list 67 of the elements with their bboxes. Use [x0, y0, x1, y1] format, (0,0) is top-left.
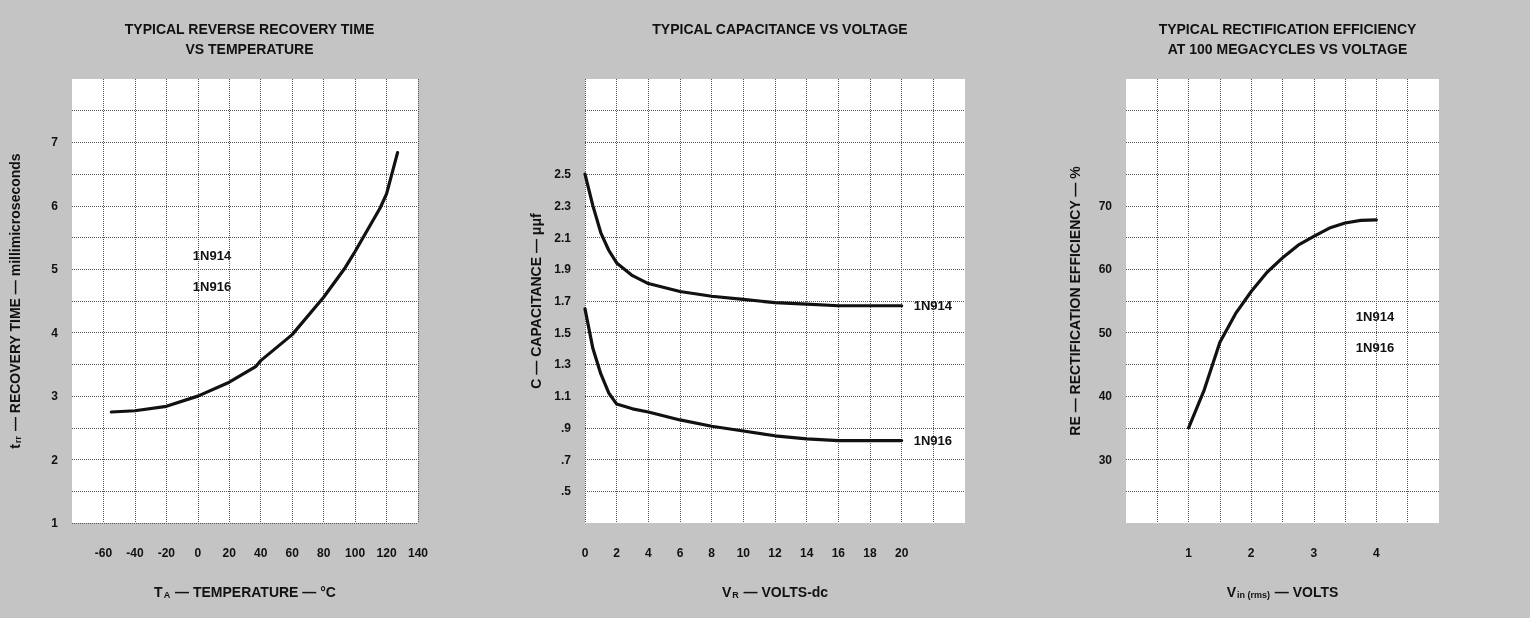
- x-tick-label: 6: [676, 546, 684, 560]
- x-tick-label: 40: [254, 546, 268, 560]
- annotation: 1N916: [192, 278, 232, 294]
- y-tick-label: 3: [51, 389, 59, 404]
- x-tick-label: 0: [194, 546, 202, 560]
- y-tick-label: 1.5: [554, 325, 572, 340]
- x-tick-label: 2: [613, 546, 621, 560]
- x-tick-label: 3: [1310, 546, 1318, 560]
- x-tick-label: 60: [285, 546, 300, 560]
- y-tick-label: 1.9: [554, 262, 572, 277]
- y-tick-label: 60: [1098, 262, 1113, 277]
- annotation: 1N914: [1355, 308, 1395, 324]
- y-tick-label: 70: [1098, 198, 1113, 213]
- x-tick-label: 12: [768, 546, 782, 560]
- y-tick-label: 2.3: [554, 198, 572, 213]
- annotation: 1N916: [1355, 339, 1395, 355]
- x-tick-label: -20: [157, 546, 176, 560]
- x-tick-label: 8: [708, 546, 716, 560]
- y-tick-label: 1: [51, 516, 59, 530]
- x-tick-label: 100: [345, 546, 366, 560]
- y-tick-label: 1.7: [554, 294, 572, 308]
- x-tick-label: 80: [316, 546, 331, 560]
- x-tick-label: 1: [1185, 546, 1193, 560]
- x-tick-label: -60: [94, 546, 113, 560]
- x-tick-label: 140: [407, 546, 429, 560]
- chart-title: TYPICAL CAPACITANCE VS VOLTAGE: [652, 21, 908, 37]
- x-axis-title: VR — VOLTS-dc: [721, 584, 829, 600]
- x-tick-label: 14: [799, 546, 814, 560]
- y-axis-title: C — CAPACITANCE — μμf: [528, 213, 544, 389]
- x-tick-label: -40: [126, 546, 144, 560]
- y-tick-label: 50: [1098, 325, 1113, 340]
- line-series: [109, 150, 400, 414]
- y-tick-label: 2.1: [554, 230, 572, 245]
- x-tick-label: 18: [863, 546, 877, 560]
- y-tick-label: .9: [560, 420, 572, 435]
- line-series: [583, 307, 904, 443]
- y-tick-label: 4: [51, 325, 59, 340]
- y-tick-label: 40: [1098, 389, 1113, 404]
- x-axis-title: TA — TEMPERATURE — °C: [154, 584, 336, 600]
- x-tick-label: 2: [1247, 546, 1255, 560]
- x-tick-label: 0: [581, 546, 589, 560]
- y-tick-label: 1.3: [554, 357, 572, 372]
- y-tick-label: .7: [560, 452, 572, 467]
- y-tick-label: 2.5: [554, 167, 572, 182]
- annotation: 1N914: [192, 247, 232, 263]
- x-tick-label: 4: [1373, 546, 1381, 560]
- series-label: 1N914: [913, 298, 953, 314]
- series-label: 1N916: [913, 433, 952, 449]
- x-axis-title: Vin (rms) — VOLTS: [1226, 584, 1339, 600]
- x-tick-label: 20: [894, 546, 909, 560]
- y-tick-label: 1.1: [554, 389, 572, 404]
- y-tick-label: 30: [1098, 452, 1113, 467]
- y-axis-title: trr — RECOVERY TIME — millimicroseconds: [7, 153, 23, 449]
- y-axis-title: RE — RECTIFICATION EFFICIENCY — %: [1067, 165, 1083, 436]
- x-tick-label: 16: [831, 546, 846, 560]
- chart-title: TYPICAL RECTIFICATION EFFICIENCY AT 100 MEGACYCLES VS VOLTAGE: [1158, 21, 1418, 57]
- line-series: [583, 172, 904, 308]
- y-tick-label: 7: [51, 135, 59, 150]
- chart-title: TYPICAL REVERSE RECOVERY TIME VS TEMPERATURE: [124, 21, 375, 57]
- x-tick-label: 4: [644, 546, 652, 560]
- y-tick-label: 2: [51, 452, 59, 467]
- x-tick-label: 20: [222, 546, 237, 560]
- y-tick-label: .5: [560, 484, 572, 499]
- y-tick-label: 6: [51, 198, 59, 213]
- y-tick-label: 5: [51, 262, 59, 277]
- x-tick-label: 120: [376, 546, 397, 560]
- x-tick-label: 10: [736, 546, 751, 560]
